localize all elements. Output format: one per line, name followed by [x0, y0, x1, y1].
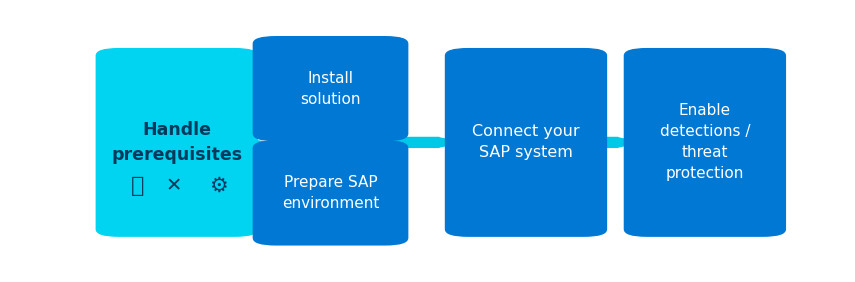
- Polygon shape: [587, 137, 644, 148]
- Text: ✕: ✕: [165, 176, 181, 195]
- Text: ⚙: ⚙: [209, 176, 227, 196]
- Text: Install
solution: Install solution: [300, 71, 361, 107]
- FancyBboxPatch shape: [253, 140, 409, 246]
- Text: Enable
detections /
threat
protection: Enable detections / threat protection: [660, 103, 750, 181]
- Text: Handle
prerequisites: Handle prerequisites: [111, 121, 242, 164]
- Text: Prepare SAP
environment: Prepare SAP environment: [282, 175, 380, 211]
- Polygon shape: [235, 137, 269, 148]
- FancyBboxPatch shape: [96, 48, 258, 237]
- FancyBboxPatch shape: [445, 48, 607, 237]
- Polygon shape: [388, 137, 465, 148]
- Text: Connect your
SAP system: Connect your SAP system: [472, 124, 580, 160]
- Text: ⛨: ⛨: [131, 176, 144, 196]
- FancyBboxPatch shape: [623, 48, 786, 237]
- FancyBboxPatch shape: [253, 36, 409, 141]
